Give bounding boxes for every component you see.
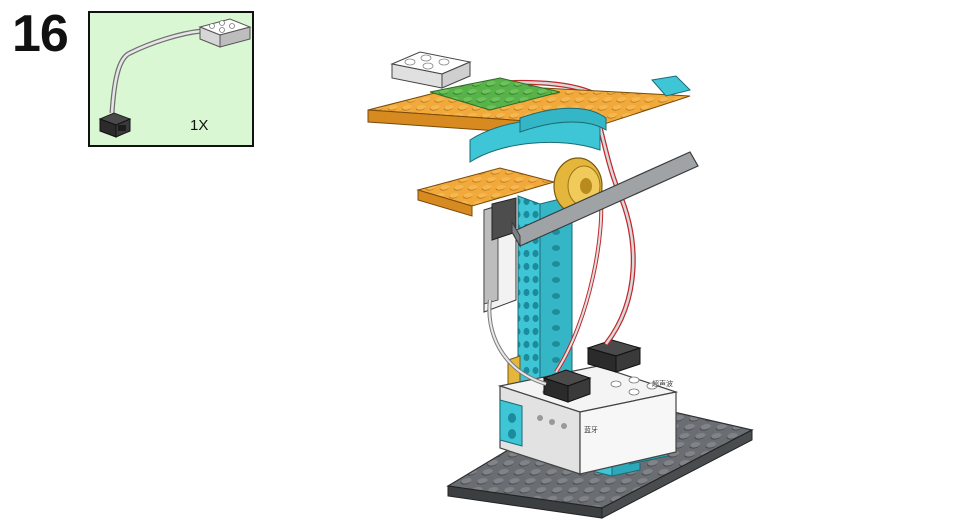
cables <box>469 79 636 386</box>
part-quantity: 1X <box>190 117 209 134</box>
rotor-blade <box>511 151 699 248</box>
lower-orange-plate <box>416 167 556 217</box>
vertical-beams <box>517 195 573 401</box>
parts-callout-box: 1X <box>88 11 254 147</box>
motor-block <box>483 197 517 313</box>
azure-panels <box>469 75 691 163</box>
hub-label-ultrasonic: 超声波 <box>652 379 673 388</box>
hub-label-bluetooth: 蓝牙 <box>584 425 598 434</box>
step-number: 16 <box>12 5 69 63</box>
top-white-brick <box>390 51 472 89</box>
cable-connectors <box>542 339 642 403</box>
cable-sensor-icon <box>98 18 252 138</box>
